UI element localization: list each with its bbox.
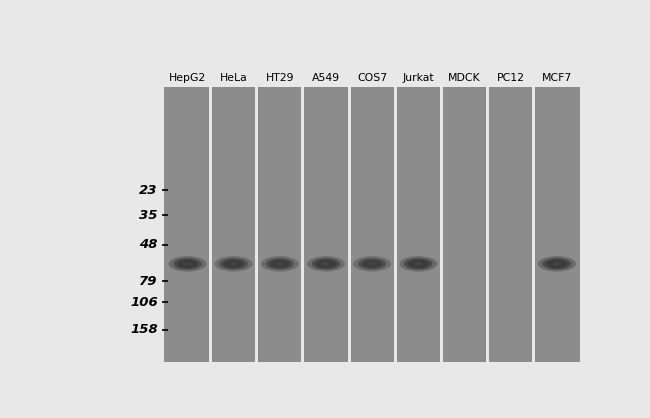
Ellipse shape bbox=[226, 261, 241, 267]
Bar bbox=[164, 87, 580, 362]
Text: PC12: PC12 bbox=[497, 73, 525, 83]
Ellipse shape bbox=[168, 256, 207, 272]
Ellipse shape bbox=[322, 262, 330, 265]
Text: 79: 79 bbox=[139, 275, 158, 288]
Bar bbox=[209, 87, 212, 362]
Ellipse shape bbox=[358, 258, 386, 270]
Text: 48: 48 bbox=[139, 238, 158, 251]
Ellipse shape bbox=[229, 262, 238, 265]
Ellipse shape bbox=[312, 258, 340, 270]
Ellipse shape bbox=[408, 260, 429, 268]
Ellipse shape bbox=[266, 258, 294, 270]
Ellipse shape bbox=[269, 260, 291, 268]
Text: 106: 106 bbox=[130, 296, 158, 309]
Text: MCF7: MCF7 bbox=[541, 73, 572, 83]
Ellipse shape bbox=[183, 262, 192, 265]
Ellipse shape bbox=[411, 261, 426, 267]
Bar bbox=[440, 87, 443, 362]
Bar bbox=[348, 87, 350, 362]
Text: 158: 158 bbox=[130, 324, 158, 336]
Bar bbox=[532, 87, 536, 362]
Text: A549: A549 bbox=[312, 73, 340, 83]
Ellipse shape bbox=[318, 261, 333, 267]
Ellipse shape bbox=[538, 256, 576, 272]
Bar bbox=[302, 87, 304, 362]
Ellipse shape bbox=[276, 262, 284, 265]
Ellipse shape bbox=[173, 258, 202, 270]
Ellipse shape bbox=[272, 261, 287, 267]
Text: HepG2: HepG2 bbox=[169, 73, 206, 83]
Bar bbox=[486, 87, 489, 362]
Text: Jurkat: Jurkat bbox=[402, 73, 434, 83]
Ellipse shape bbox=[223, 260, 244, 268]
Ellipse shape bbox=[353, 256, 391, 272]
Ellipse shape bbox=[368, 262, 376, 265]
Ellipse shape bbox=[307, 256, 345, 272]
Bar bbox=[394, 87, 396, 362]
Ellipse shape bbox=[547, 260, 567, 268]
Bar bbox=[255, 87, 258, 362]
Ellipse shape bbox=[361, 260, 383, 268]
Text: MDCK: MDCK bbox=[448, 73, 481, 83]
Text: 23: 23 bbox=[139, 184, 158, 197]
Ellipse shape bbox=[399, 256, 437, 272]
Ellipse shape bbox=[543, 258, 571, 270]
Ellipse shape bbox=[180, 261, 194, 267]
Ellipse shape bbox=[261, 256, 299, 272]
Text: HT29: HT29 bbox=[266, 73, 294, 83]
Text: 35: 35 bbox=[139, 209, 158, 222]
Ellipse shape bbox=[315, 260, 337, 268]
Ellipse shape bbox=[365, 261, 380, 267]
Ellipse shape bbox=[404, 258, 433, 270]
Text: HeLa: HeLa bbox=[220, 73, 248, 83]
Ellipse shape bbox=[220, 258, 248, 270]
Ellipse shape bbox=[214, 256, 253, 272]
Text: COS7: COS7 bbox=[357, 73, 387, 83]
Ellipse shape bbox=[552, 262, 561, 265]
Ellipse shape bbox=[414, 262, 422, 265]
Ellipse shape bbox=[550, 261, 564, 267]
Ellipse shape bbox=[177, 260, 198, 268]
